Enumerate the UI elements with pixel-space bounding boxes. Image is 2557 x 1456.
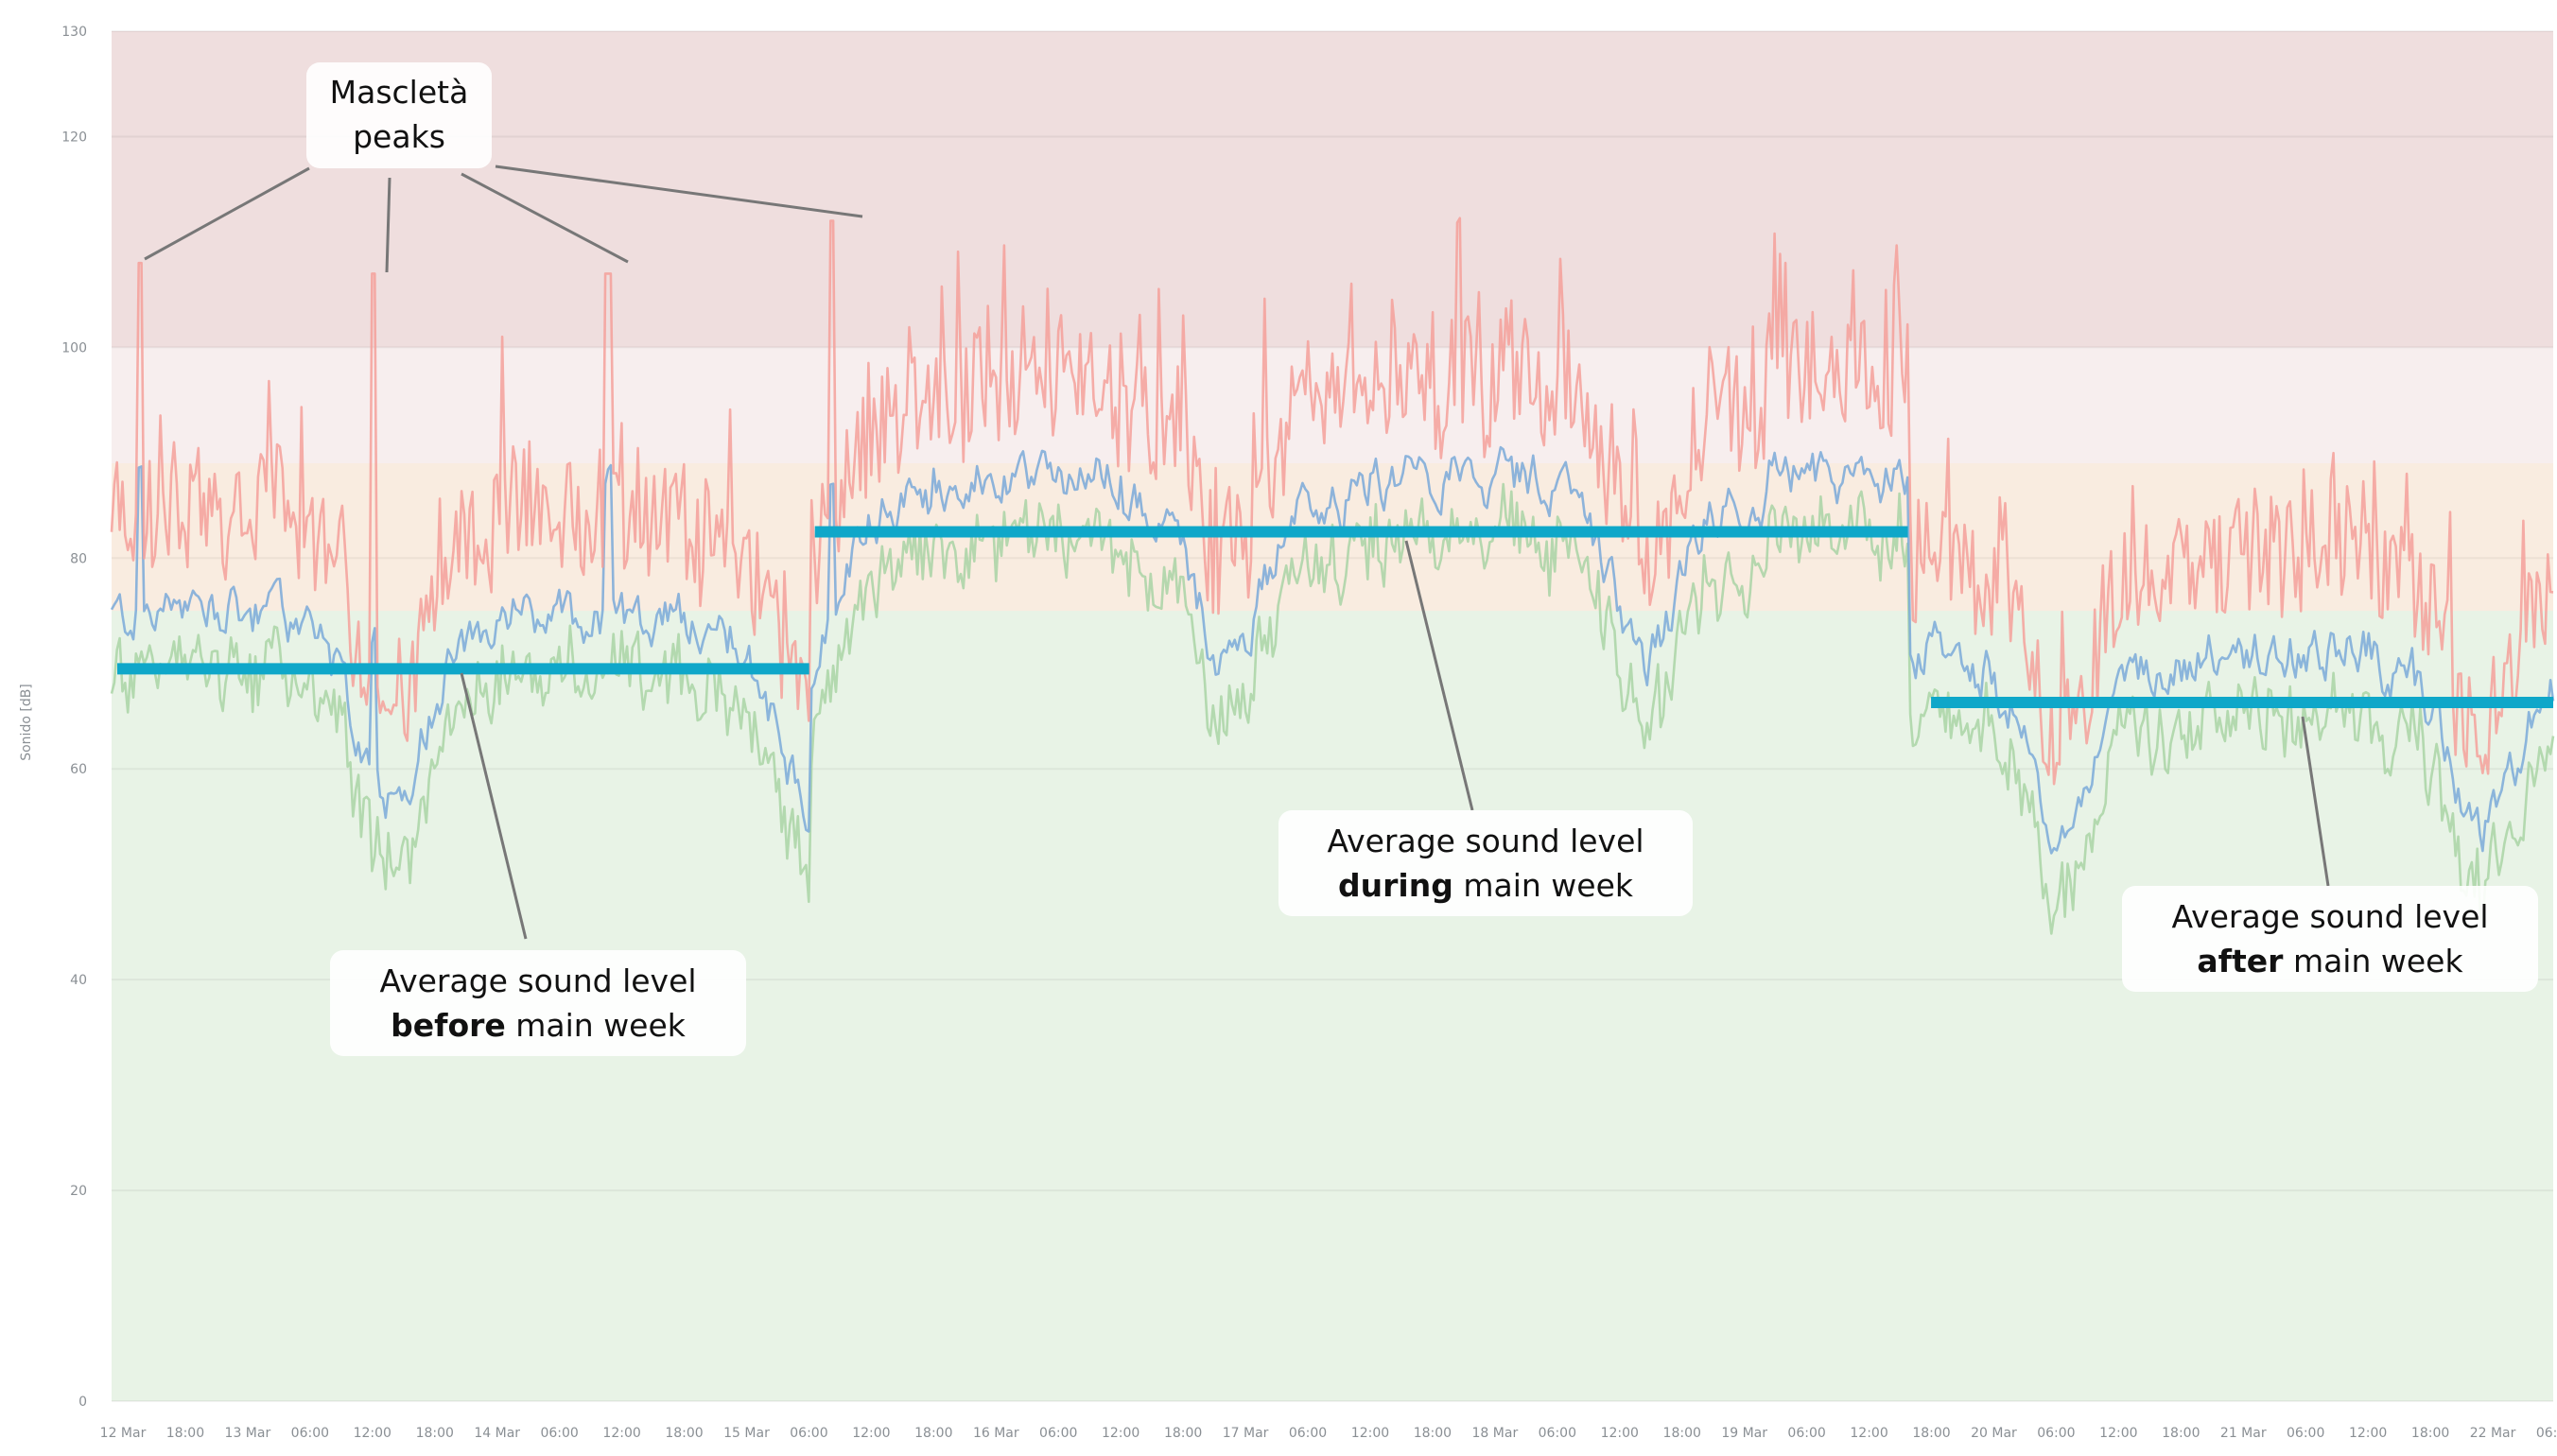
x-tick-label: 18:00 bbox=[416, 1426, 454, 1441]
x-tick-label: 18:00 bbox=[1912, 1426, 1950, 1441]
leader-line-5 bbox=[1404, 540, 1474, 811]
x-tick-label: 22 Mar bbox=[2470, 1426, 2516, 1441]
x-tick-label: 06:00 bbox=[1539, 1426, 1576, 1441]
x-tick-label: 12:00 bbox=[1351, 1426, 1389, 1441]
y-tick-label: 100 bbox=[61, 340, 87, 355]
x-tick-label: 15 Mar bbox=[723, 1426, 770, 1441]
y-axis: 0 20 40 60 80 100 120 130 bbox=[61, 25, 87, 1410]
x-tick-label: 12:00 bbox=[1850, 1426, 1887, 1441]
band-3 bbox=[112, 31, 2553, 348]
x-tick-label: 06:00 bbox=[790, 1426, 827, 1441]
after-callout-rest: main week bbox=[2283, 943, 2463, 979]
x-tick-label: 06:00 bbox=[291, 1426, 329, 1441]
x-tick-label: 18:00 bbox=[1164, 1426, 1202, 1441]
y-tick-label: 120 bbox=[61, 130, 87, 145]
leader-line-2 bbox=[461, 172, 629, 264]
x-tick-label: 06:00 bbox=[1787, 1426, 1825, 1441]
before-callout: Average sound level before main week bbox=[330, 950, 746, 1056]
peaks-callout-line2: peaks bbox=[353, 118, 445, 155]
y-tick-label: 20 bbox=[70, 1184, 87, 1199]
series-average bbox=[110, 445, 2555, 855]
x-tick-label: 12:00 bbox=[852, 1426, 890, 1441]
leader-line-0 bbox=[144, 166, 310, 261]
y-tick-label: 80 bbox=[70, 551, 87, 566]
after-callout: Average sound level after main week bbox=[2122, 886, 2538, 992]
x-tick-label: 19 Mar bbox=[1721, 1426, 1767, 1441]
x-tick-label: 17 Mar bbox=[1223, 1426, 1269, 1441]
x-tick-label: 12:00 bbox=[1102, 1426, 1139, 1441]
x-axis: 12 Mar 18:00 13 Mar 06:00 12:00 18:00 14 Mar 06… bbox=[100, 1426, 2557, 1441]
leader-line-3 bbox=[495, 165, 863, 218]
peaks-callout-line1: Mascletà bbox=[329, 74, 469, 111]
x-tick-label: 12:00 bbox=[2099, 1426, 2137, 1441]
y-tick-label: 0 bbox=[78, 1395, 87, 1410]
leader-line-4 bbox=[460, 672, 528, 940]
x-tick-label: 06:00 bbox=[2287, 1426, 2324, 1441]
x-tick-label: 14 Mar bbox=[474, 1426, 520, 1441]
x-tick-label: 06:00 bbox=[1289, 1426, 1327, 1441]
threshold-bands bbox=[112, 31, 2553, 1401]
x-tick-label: 12:00 bbox=[602, 1426, 640, 1441]
y-axis-title: Sonido [dB] bbox=[19, 684, 34, 761]
x-tick-label: 06:00 bbox=[540, 1426, 578, 1441]
y-tick-label: 40 bbox=[70, 973, 87, 988]
peaks-callout: Mascletà peaks bbox=[306, 62, 492, 168]
during-callout-rest: main week bbox=[1452, 867, 1633, 904]
during-callout: Average sound level during main week bbox=[1278, 810, 1693, 916]
y-tick-label: 130 bbox=[61, 25, 87, 40]
during-callout-bold: during bbox=[1338, 867, 1453, 904]
x-tick-label: 18:00 bbox=[166, 1426, 204, 1441]
x-tick-label: 18:00 bbox=[2411, 1426, 2449, 1441]
x-tick-label: 12:00 bbox=[2349, 1426, 2387, 1441]
x-tick-label: 18:00 bbox=[914, 1426, 952, 1441]
series-peak bbox=[110, 217, 2554, 786]
x-tick-label: 06:00 bbox=[2037, 1426, 2075, 1441]
x-tick-label: 18:00 bbox=[2162, 1426, 2200, 1441]
after-callout-bold: after bbox=[2197, 943, 2284, 979]
annotation-leader-lines bbox=[144, 165, 2330, 940]
before-callout-bold: before bbox=[391, 1007, 506, 1044]
before-callout-line1: Average sound level bbox=[379, 962, 697, 999]
y-tick-label: 60 bbox=[70, 762, 87, 777]
x-tick-label: 18 Mar bbox=[1472, 1426, 1519, 1441]
x-tick-label: 06:00 bbox=[1039, 1426, 1077, 1441]
leader-line-1 bbox=[385, 177, 391, 273]
average-lines bbox=[117, 526, 2553, 709]
x-tick-label: 13 Mar bbox=[225, 1426, 271, 1441]
x-tick-label: 18:00 bbox=[665, 1426, 703, 1441]
x-tick-label: 20 Mar bbox=[1971, 1426, 2017, 1441]
before-callout-rest: main week bbox=[505, 1007, 686, 1044]
x-tick-label: 16 Mar bbox=[973, 1426, 1019, 1441]
x-tick-label: 06:00 bbox=[2536, 1426, 2557, 1441]
x-tick-label: 12:00 bbox=[354, 1426, 391, 1441]
during-callout-line1: Average sound level bbox=[1327, 823, 1644, 859]
x-tick-label: 21 Mar bbox=[2220, 1426, 2267, 1441]
x-tick-label: 12:00 bbox=[1601, 1426, 1639, 1441]
after-callout-line1: Average sound level bbox=[2171, 898, 2489, 935]
x-tick-label: 18:00 bbox=[1663, 1426, 1701, 1441]
x-tick-label: 12 Mar bbox=[100, 1426, 147, 1441]
x-tick-label: 18:00 bbox=[1414, 1426, 1452, 1441]
leader-line-6 bbox=[2301, 716, 2330, 887]
